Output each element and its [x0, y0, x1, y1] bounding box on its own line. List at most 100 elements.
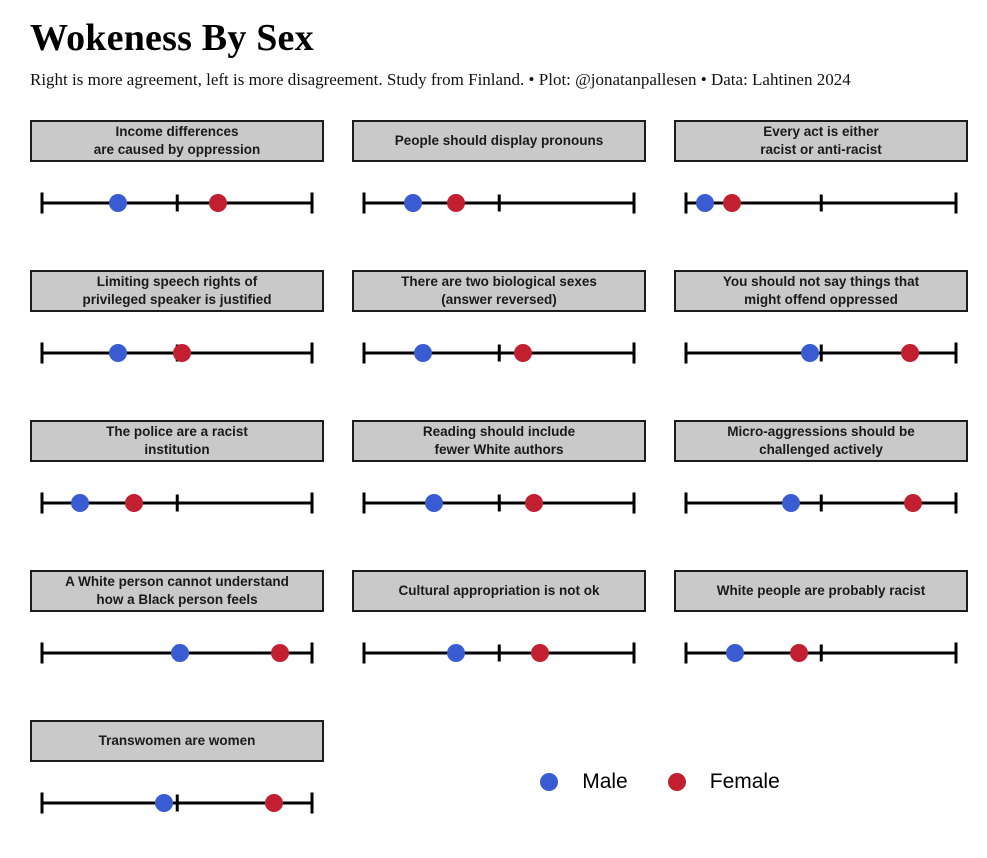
panel: Reading should include fewer White autho…	[352, 420, 646, 529]
female-dot	[270, 644, 289, 662]
panel: Limiting speech rights of privileged spe…	[30, 270, 324, 379]
panel-title: White people are probably racist	[674, 570, 968, 612]
axis-tick-mid	[819, 494, 823, 512]
male-dot	[695, 194, 714, 212]
axis-tick-left	[40, 642, 44, 664]
panel-title: A White person cannot understand how a B…	[30, 570, 324, 612]
female-dot	[514, 344, 533, 362]
male-dot	[108, 344, 127, 362]
axis-tick-left	[684, 192, 688, 214]
axis-tick-right	[310, 642, 314, 664]
axis-tick-mid	[497, 494, 501, 512]
panel: Income differences are caused by oppress…	[30, 120, 324, 229]
axis-tick-right	[310, 792, 314, 814]
panel: The police are a racist institution	[30, 420, 324, 529]
panel-title: Cultural appropriation is not ok	[352, 570, 646, 612]
female-dot	[446, 194, 465, 212]
female-dot	[525, 494, 544, 512]
axis-tick-mid	[819, 344, 823, 362]
panel-axis	[40, 777, 314, 829]
page-header: Wokeness By Sex Right is more agreement,…	[0, 0, 987, 90]
legend-item-female: Female	[667, 769, 780, 794]
panel: A White person cannot understand how a B…	[30, 570, 324, 679]
panel-axis	[362, 477, 636, 529]
axis-tick-right	[954, 342, 958, 364]
axis-tick-mid	[175, 794, 179, 812]
panel-axis	[40, 177, 314, 229]
axis-tick-right	[954, 492, 958, 514]
panel-grid: Male Female Income differences are cause…	[0, 120, 987, 829]
male-dot	[170, 644, 189, 662]
panel-title: People should display pronouns	[352, 120, 646, 162]
legend-item-male: Male	[540, 770, 628, 794]
panel-title: Micro-aggressions should be challenged a…	[674, 420, 968, 462]
panel-axis	[40, 327, 314, 379]
male-dot	[108, 194, 127, 212]
male-dot	[782, 494, 801, 512]
male-dot	[425, 494, 444, 512]
legend: Male Female	[352, 770, 968, 794]
female-dot	[790, 644, 809, 662]
axis-tick-left	[684, 492, 688, 514]
panel-title: The police are a racist institution	[30, 420, 324, 462]
female-legend-dot-icon	[667, 772, 686, 791]
axis-tick-right	[632, 492, 636, 514]
axis-tick-right	[632, 192, 636, 214]
axis-tick-mid	[819, 194, 823, 212]
male-dot	[414, 344, 433, 362]
panel: Cultural appropriation is not ok	[352, 570, 646, 679]
panel-axis	[684, 177, 958, 229]
axis-tick-right	[632, 642, 636, 664]
female-dot	[722, 194, 741, 212]
legend-label-male: Male	[582, 769, 628, 793]
page-subtitle: Right is more agreement, left is more di…	[30, 70, 851, 89]
male-dot	[154, 794, 173, 812]
panel-title: Limiting speech rights of privileged spe…	[30, 270, 324, 312]
panel-axis	[684, 477, 958, 529]
axis-tick-mid	[497, 194, 501, 212]
axis-tick-right	[632, 342, 636, 364]
axis-tick-right	[310, 192, 314, 214]
axis-tick-left	[40, 492, 44, 514]
panel: People should display pronouns	[352, 120, 646, 229]
axis-tick-mid	[175, 494, 179, 512]
male-dot	[70, 494, 89, 512]
male-dot	[403, 194, 422, 212]
male-legend-dot-icon	[540, 772, 559, 791]
male-dot	[725, 644, 744, 662]
female-dot	[124, 494, 143, 512]
axis-tick-left	[362, 192, 366, 214]
axis-tick-left	[40, 792, 44, 814]
legend-label-female: Female	[709, 769, 780, 793]
panel-axis	[362, 627, 636, 679]
axis-tick-mid	[497, 344, 501, 362]
panel: Transwomen are women	[30, 720, 324, 829]
female-dot	[208, 194, 227, 212]
panel-title: Every act is either racist or anti-racis…	[674, 120, 968, 162]
axis-tick-right	[954, 642, 958, 664]
panel: You should not say things that might off…	[674, 270, 968, 379]
axis-tick-mid	[497, 644, 501, 662]
panel: White people are probably racist	[674, 570, 968, 679]
male-dot	[801, 344, 820, 362]
panel-axis	[684, 327, 958, 379]
axis-tick-mid	[819, 644, 823, 662]
female-dot	[530, 644, 549, 662]
panel-title: You should not say things that might off…	[674, 270, 968, 312]
axis-tick-left	[362, 342, 366, 364]
axis-tick-left	[362, 642, 366, 664]
panel-axis	[362, 327, 636, 379]
axis-tick-right	[310, 492, 314, 514]
page-title: Wokeness By Sex	[30, 17, 314, 59]
axis-tick-right	[310, 342, 314, 364]
panel: There are two biological sexes (answer r…	[352, 270, 646, 379]
panel-axis	[362, 177, 636, 229]
panel-title: Reading should include fewer White autho…	[352, 420, 646, 462]
panel: Every act is either racist or anti-racis…	[674, 120, 968, 229]
panel-title: Transwomen are women	[30, 720, 324, 762]
female-dot	[903, 494, 922, 512]
panel: Micro-aggressions should be challenged a…	[674, 420, 968, 529]
axis-tick-right	[954, 192, 958, 214]
panel-title: Income differences are caused by oppress…	[30, 120, 324, 162]
panel-axis	[40, 477, 314, 529]
